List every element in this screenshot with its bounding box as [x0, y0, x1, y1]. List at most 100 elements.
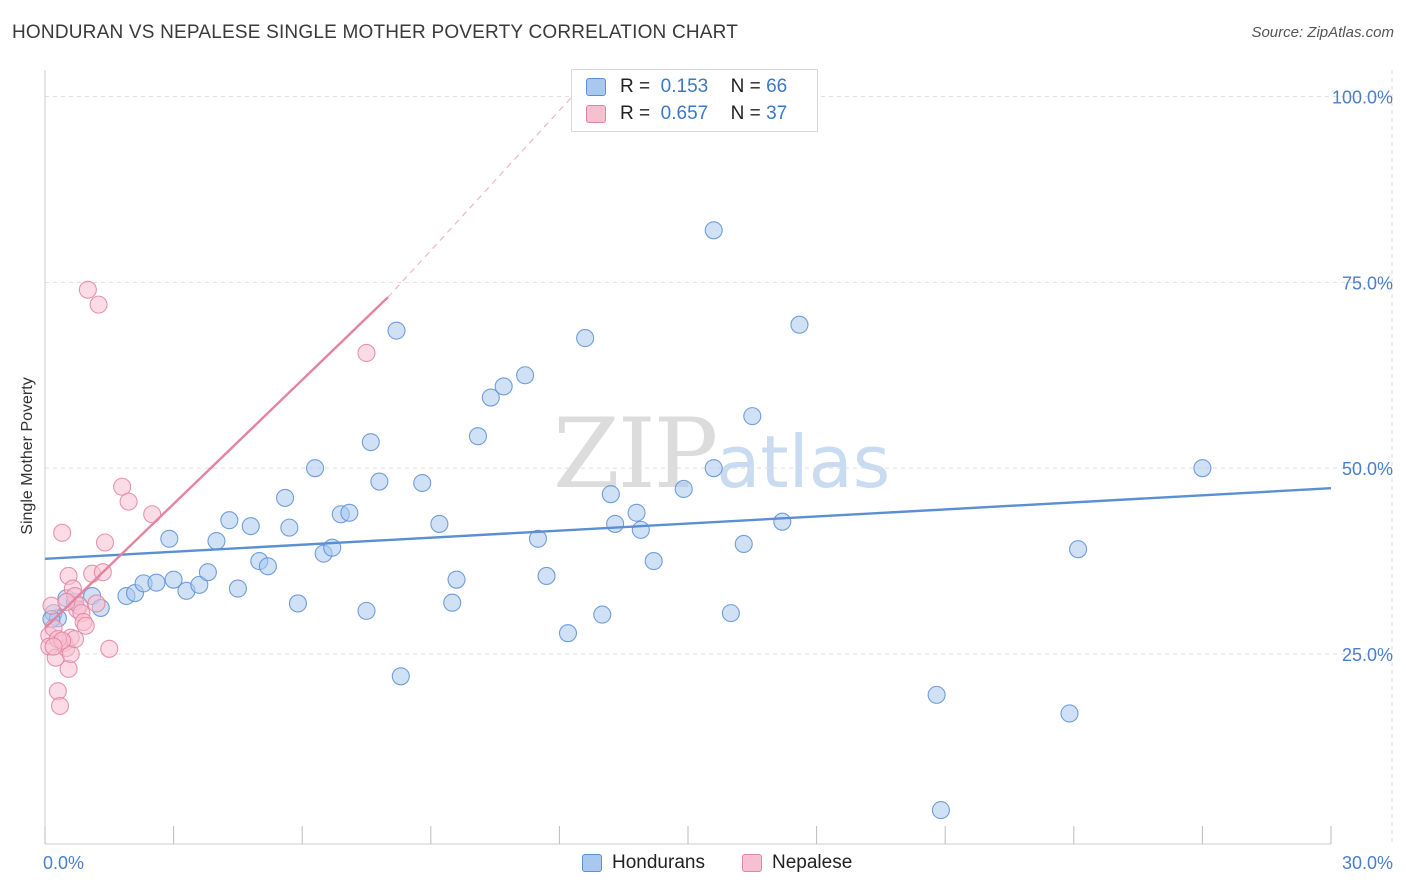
point-hondurans: [931, 801, 950, 820]
point-nepalese: [119, 492, 138, 511]
trendline-nepalese: [44, 296, 389, 629]
point-hondurans: [164, 570, 183, 589]
point-hondurans: [704, 459, 723, 478]
point-nepalese: [48, 682, 67, 701]
point-nepalese: [76, 616, 95, 635]
point-hondurans: [674, 479, 693, 499]
point-hondurans: [370, 472, 389, 491]
point-hondurans: [430, 514, 449, 533]
point-hondurans: [468, 427, 488, 446]
series-legend-hondurans: Hondurans: [582, 852, 705, 874]
point-hondurans: [306, 459, 325, 478]
legend-r-label: R =: [620, 76, 651, 97]
legend-row-nepalese: R = 0.657 N = 37: [586, 102, 787, 126]
point-hondurans: [558, 624, 578, 643]
y-tick-label: 100.0%: [1332, 88, 1393, 108]
point-hondurans: [220, 511, 239, 530]
correlation-legend: R = 0.153 N = 66 R = 0.657 N = 37: [571, 69, 818, 132]
point-nepalese: [100, 639, 119, 658]
point-hondurans: [601, 485, 620, 504]
point-hondurans: [743, 407, 762, 426]
point-hondurans: [241, 517, 260, 536]
point-hondurans: [576, 329, 595, 348]
legend-r-value: 0.153: [660, 76, 709, 97]
chart-title: HONDURAN VS NEPALESE SINGLE MOTHER POVER…: [12, 22, 739, 43]
legend-r-label: R =: [620, 103, 651, 124]
series-legend-nepalese: Nepalese: [742, 852, 852, 874]
point-hondurans: [391, 667, 410, 686]
point-hondurans: [1060, 704, 1079, 723]
point-hondurans: [207, 531, 226, 551]
series-swatch-nepalese: [742, 854, 762, 872]
point-nepalese: [53, 523, 72, 542]
legend-row-hondurans: R = 0.153 N = 66: [586, 75, 787, 99]
legend-n-label: N =: [730, 103, 761, 124]
legend-n-value: 37: [766, 103, 788, 124]
point-hondurans: [443, 593, 462, 612]
point-hondurans: [593, 605, 612, 624]
series-label-hondurans: Hondurans: [612, 852, 705, 873]
y-tick-label: 75.0%: [1342, 273, 1393, 293]
point-hondurans: [734, 534, 753, 554]
point-nepalese: [357, 343, 376, 363]
series-label-nepalese: Nepalese: [772, 852, 853, 873]
point-hondurans: [1193, 459, 1212, 478]
series-swatch-hondurans: [582, 854, 602, 872]
point-nepalese: [44, 637, 63, 656]
point-hondurans: [627, 503, 646, 522]
point-hondurans: [790, 315, 809, 334]
source-credit: Source: ZipAtlas.com: [1251, 24, 1394, 41]
point-nepalese: [87, 594, 106, 613]
point-hondurans: [1069, 540, 1088, 559]
point-nepalese: [143, 505, 162, 524]
legend-swatch-nepalese: [586, 105, 606, 123]
watermark-atlas: atlas: [716, 420, 891, 504]
point-hondurans: [494, 377, 513, 396]
point-hondurans: [357, 601, 376, 620]
point-hondurans: [190, 575, 209, 594]
point-hondurans: [537, 566, 556, 586]
point-hondurans: [644, 552, 663, 571]
x-tick-label: 30.0%: [1342, 853, 1393, 873]
point-hondurans: [361, 433, 380, 452]
point-nepalese: [59, 659, 78, 678]
point-hondurans: [228, 579, 247, 598]
point-hondurans: [516, 366, 535, 385]
point-hondurans: [198, 563, 217, 582]
point-hondurans: [606, 514, 625, 533]
point-hondurans: [258, 557, 277, 576]
y-tick-label: 25.0%: [1342, 645, 1393, 665]
point-hondurans: [481, 388, 500, 407]
legend-r-value: 0.657: [660, 103, 709, 124]
legend-n-label: N =: [730, 76, 761, 97]
x-tick-label: 0.0%: [43, 853, 84, 873]
point-hondurans: [147, 573, 166, 592]
point-nepalese: [89, 295, 108, 314]
point-hondurans: [447, 570, 466, 589]
point-hondurans: [276, 488, 295, 507]
series-legend: Hondurans Nepalese: [0, 852, 1406, 876]
point-nepalese: [50, 696, 70, 716]
point-hondurans: [340, 503, 359, 522]
point-hondurans: [704, 221, 723, 240]
point-hondurans: [528, 529, 548, 548]
point-nepalese: [57, 592, 76, 612]
legend-n-value: 66: [766, 76, 788, 97]
legend-swatch-hondurans: [586, 78, 606, 96]
point-hondurans: [773, 512, 792, 531]
point-hondurans: [280, 518, 299, 537]
point-hondurans: [413, 473, 432, 493]
point-hondurans: [927, 685, 946, 704]
trendline-extension-nepalese: [387, 96, 573, 298]
trendline-hondurans: [44, 487, 1332, 561]
point-hondurans: [387, 321, 406, 340]
point-hondurans: [160, 529, 179, 548]
point-nepalese: [78, 280, 97, 299]
point-hondurans: [288, 594, 307, 613]
y-tick-label: 50.0%: [1342, 459, 1393, 479]
point-nepalese: [42, 596, 61, 615]
point-nepalese: [95, 533, 115, 552]
point-hondurans: [631, 520, 650, 539]
point-hondurans: [721, 604, 740, 623]
